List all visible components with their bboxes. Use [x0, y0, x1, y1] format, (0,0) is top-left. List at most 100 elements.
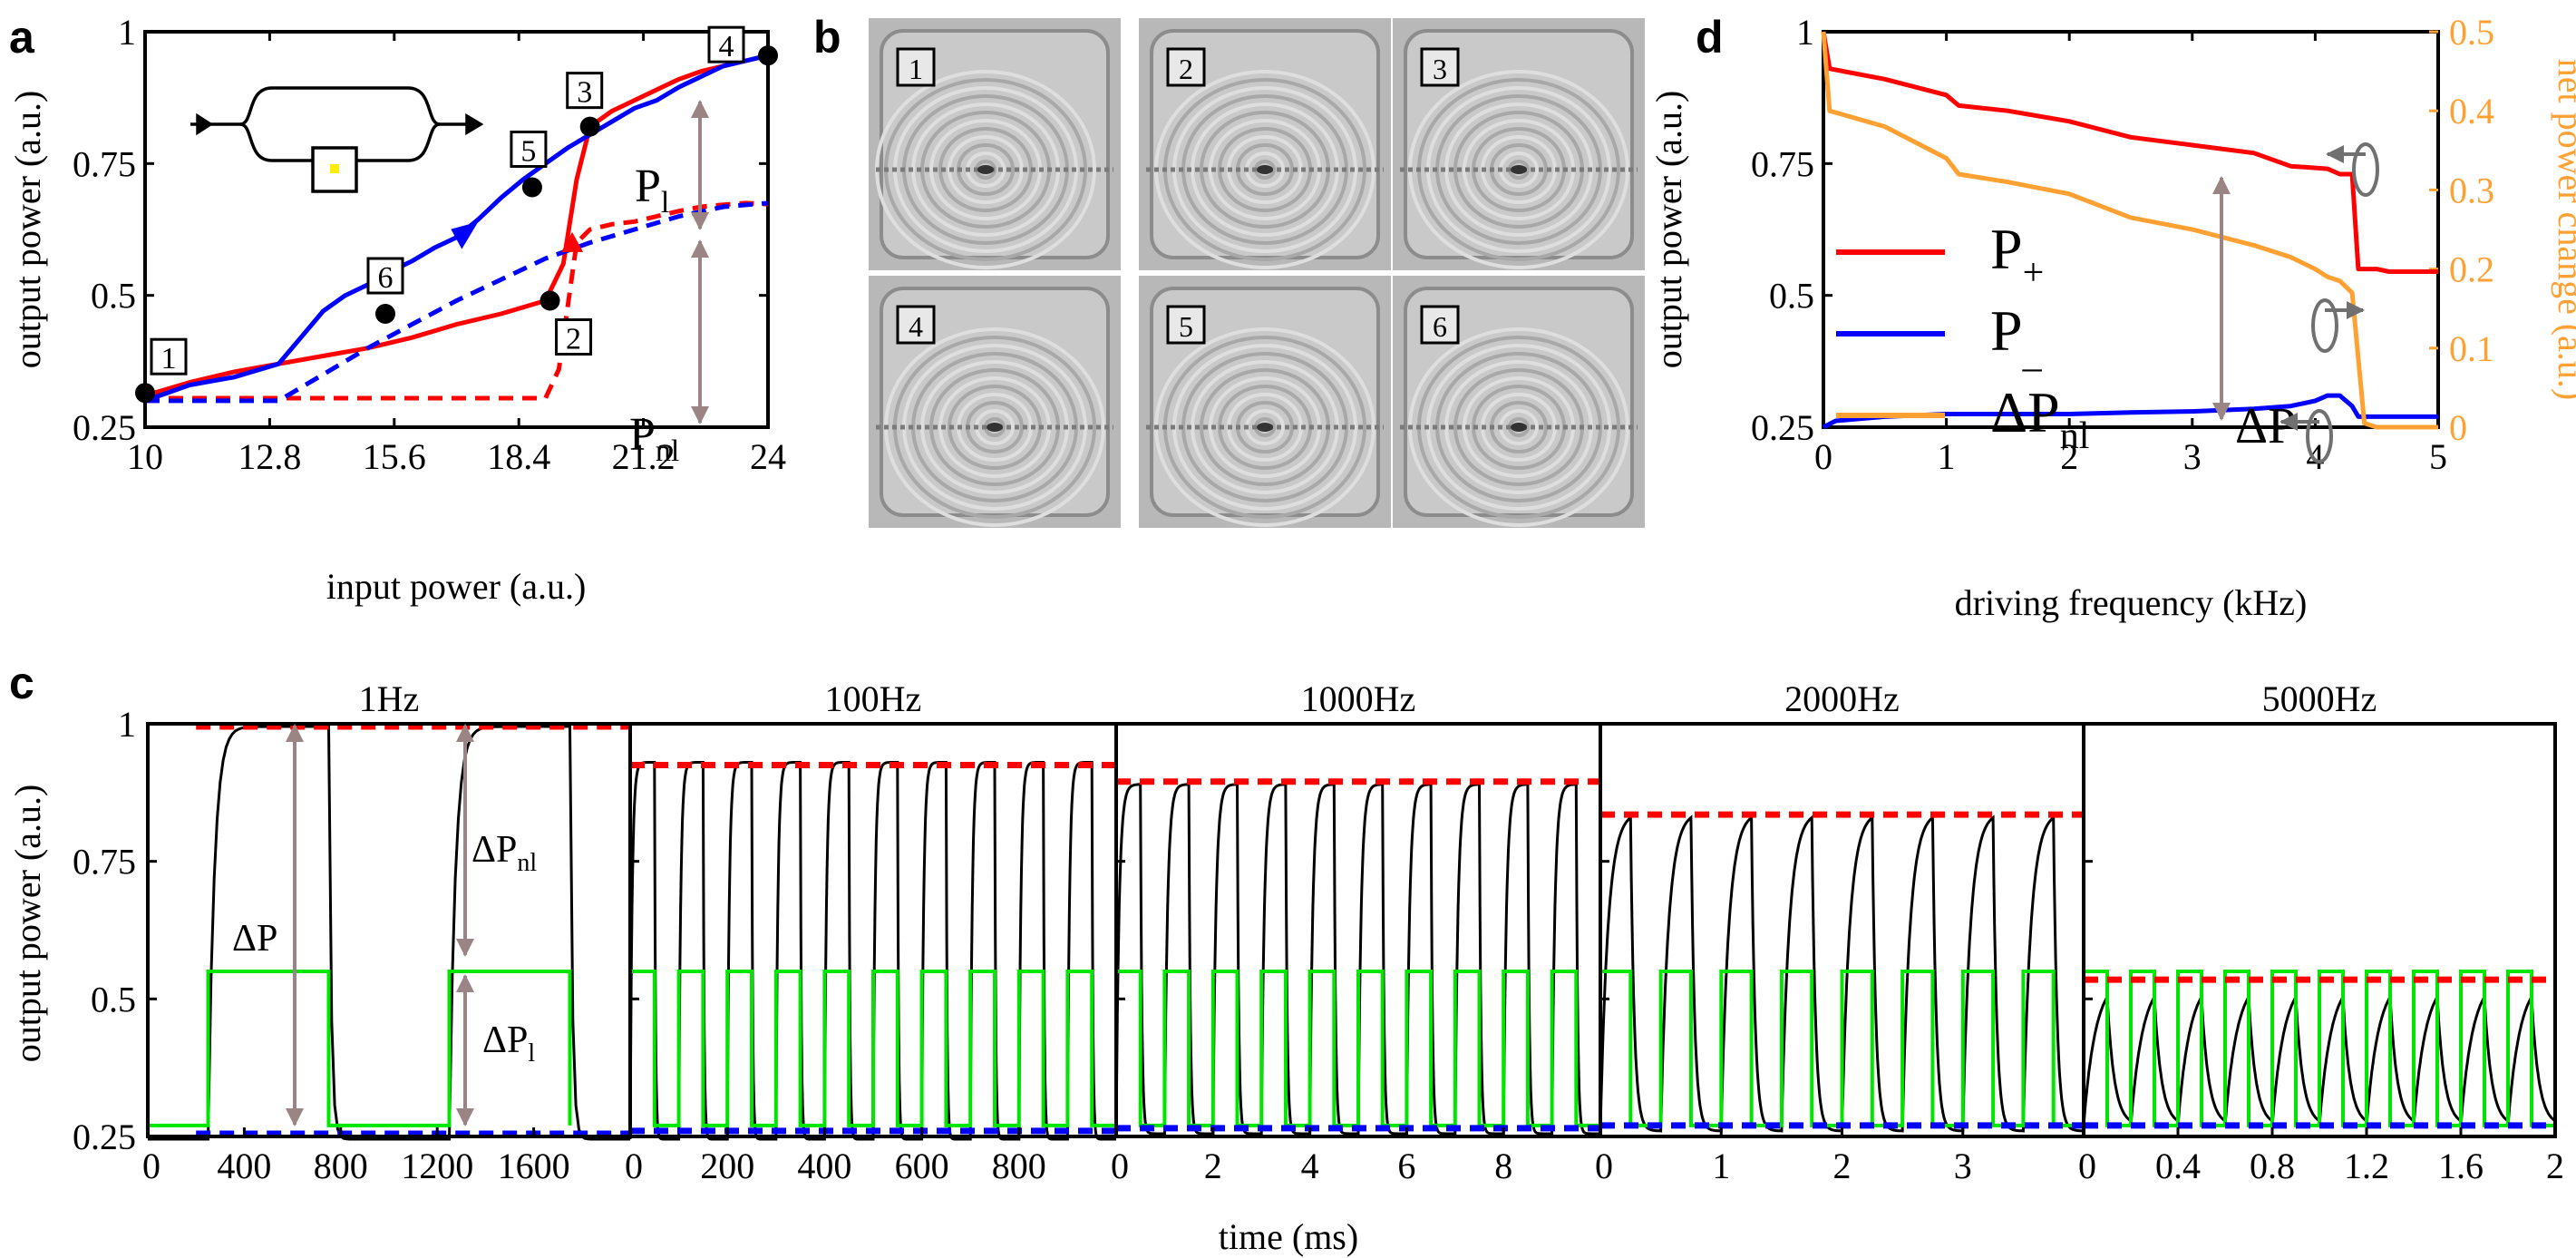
panel-d-ylabel: output power (a.u.) — [1648, 91, 1689, 369]
x-tick-label: 2 — [2546, 1146, 2564, 1186]
heater-spot — [987, 423, 1003, 432]
x-tick-label: 1 — [1712, 1146, 1730, 1186]
data-point-marker — [374, 304, 395, 325]
y-tick-label: 0.75 — [73, 143, 136, 184]
x-tick-label: 4 — [1301, 1146, 1319, 1186]
interferometer-inset-icon — [190, 86, 484, 193]
x-tick-label: 0 — [1111, 1146, 1129, 1186]
drive-trace — [1599, 970, 2084, 1127]
x-tick-label: 4 — [2306, 436, 2324, 477]
x-tick-label: 2 — [1833, 1146, 1852, 1186]
y-tick-label: 0.25 — [73, 1117, 136, 1157]
x-tick-label: 400 — [797, 1146, 851, 1186]
x-tick-label: 200 — [700, 1146, 754, 1186]
panel-b: b 1 2 3 4 5 6 — [813, 12, 1645, 528]
panel-d-frame — [1822, 30, 2440, 429]
subpanel-frame — [2082, 722, 2557, 1138]
micrograph-tile: 1 — [869, 18, 1121, 270]
tile-number-box — [1166, 305, 1206, 345]
x-tick-label: 0 — [142, 1146, 160, 1186]
heater-spot — [1511, 165, 1527, 174]
y2-tick-label: 0.5 — [2449, 12, 2494, 53]
x-tick-label: 0 — [2078, 1146, 2096, 1186]
x-tick-label: 800 — [992, 1146, 1046, 1186]
y2-tick-label: 0 — [2449, 407, 2467, 448]
delta-p-label: ΔP — [2235, 398, 2296, 454]
marker-label: 5 — [520, 134, 536, 168]
micrograph-tile: 3 — [1393, 18, 1645, 270]
x-tick-label: 15.6 — [363, 436, 426, 477]
tile-number: 3 — [1433, 53, 1447, 85]
marker-label-box — [566, 72, 604, 110]
panel-label-c: c — [9, 658, 34, 708]
panel-a-series — [144, 53, 769, 404]
tile-number-box — [896, 305, 936, 345]
tile-number-box — [896, 47, 936, 87]
y2-tick-label: 0.1 — [2449, 328, 2494, 369]
p-l-label: Pl — [635, 161, 669, 219]
panel-a-xlabel: input power (a.u.) — [326, 566, 587, 607]
panel-label-b: b — [813, 12, 841, 63]
heater-spot — [1257, 165, 1273, 174]
series-line — [1822, 393, 2438, 430]
micrograph-tile: 6 — [1393, 276, 1645, 528]
y-tick-label: 0.5 — [91, 979, 136, 1019]
tile-number: 2 — [1179, 53, 1193, 85]
subpanel-title: 1000Hz — [1301, 678, 1416, 719]
data-point-marker — [540, 290, 560, 311]
x-tick-label: 600 — [895, 1146, 949, 1186]
response-trace — [1114, 783, 1600, 1136]
data-point-marker — [521, 177, 542, 198]
x-tick-label: 0.4 — [2155, 1146, 2201, 1186]
x-tick-label: 800 — [314, 1146, 368, 1186]
marker-label: 4 — [719, 30, 734, 63]
panel-a: a 10 12.8 15.6 18.4 21.2 24 0.25 0.5 0.75 1 1 2 3 4 5… — [7, 12, 786, 607]
p-nl-text: Pnl — [629, 409, 679, 468]
panel-d-ticks: 0 1 2 3 4 5 0.25 0.5 0.75 1 0 0.1 0.2 0.3 0.4 0.5 — [1751, 12, 2494, 477]
subpanel-title: 5000Hz — [2262, 678, 2377, 719]
data-point-marker — [135, 383, 155, 404]
marker-label: 2 — [566, 322, 581, 356]
panel-a-markers: 1 2 3 4 5 6 — [135, 25, 778, 404]
panel-label-d: d — [1696, 12, 1724, 63]
panel-a-frame — [143, 30, 770, 429]
panel-c-ylabel: output power (a.u.) — [7, 785, 48, 1063]
subpanel-title: 2000Hz — [1784, 678, 1900, 719]
y-tick-label: 0.75 — [73, 842, 136, 883]
x-tick-label: 1.2 — [2344, 1146, 2389, 1186]
series-line — [1821, 31, 2438, 274]
tile-number-box — [1420, 47, 1460, 87]
dashed-series-line — [145, 200, 769, 404]
x-tick-label: 2 — [1204, 1146, 1222, 1186]
subpanel-title: 1Hz — [359, 678, 420, 719]
blue-direction-arrow — [451, 221, 479, 249]
x-tick-label: 3 — [2183, 436, 2202, 477]
legend-label: ΔPnl — [1990, 380, 2089, 457]
solid-series-line — [144, 53, 769, 398]
axis-indicator-icons — [2280, 142, 2379, 463]
y2-tick-label: 0.3 — [2449, 170, 2494, 210]
marker-label: 3 — [577, 76, 592, 110]
heater-spot — [1257, 423, 1273, 432]
heater-spot — [977, 165, 994, 174]
y-tick-label: 0.75 — [1751, 143, 1814, 184]
red-direction-arrow — [561, 231, 584, 252]
x-tick-label: 0 — [1814, 436, 1832, 477]
marker-label-box — [366, 257, 404, 295]
y-tick-label: 0.5 — [91, 276, 136, 317]
panel-c-xlabel: time (ms) — [1219, 1216, 1358, 1257]
x-tick-label: 18.4 — [487, 436, 550, 477]
x-tick-label: 400 — [217, 1146, 271, 1186]
y-tick-label: 0.25 — [73, 407, 136, 448]
subpanel-5000Hz: 0 0.4 0.8 1.2 1.6 2 5000Hz — [2078, 678, 2564, 1186]
x-tick-label: 1200 — [401, 1146, 473, 1186]
x-tick-label: 21.2 — [612, 436, 676, 477]
subpanel-100Hz: 0 200 400 600 800 100Hz — [625, 678, 1118, 1186]
marker-label-box — [510, 130, 548, 168]
delta-pnl-label: ΔPnl — [471, 829, 537, 877]
subpanel-1Hz: 0 400 800 1200 1600 1Hz — [142, 678, 632, 1186]
x-tick-label: 1.6 — [2438, 1146, 2484, 1186]
